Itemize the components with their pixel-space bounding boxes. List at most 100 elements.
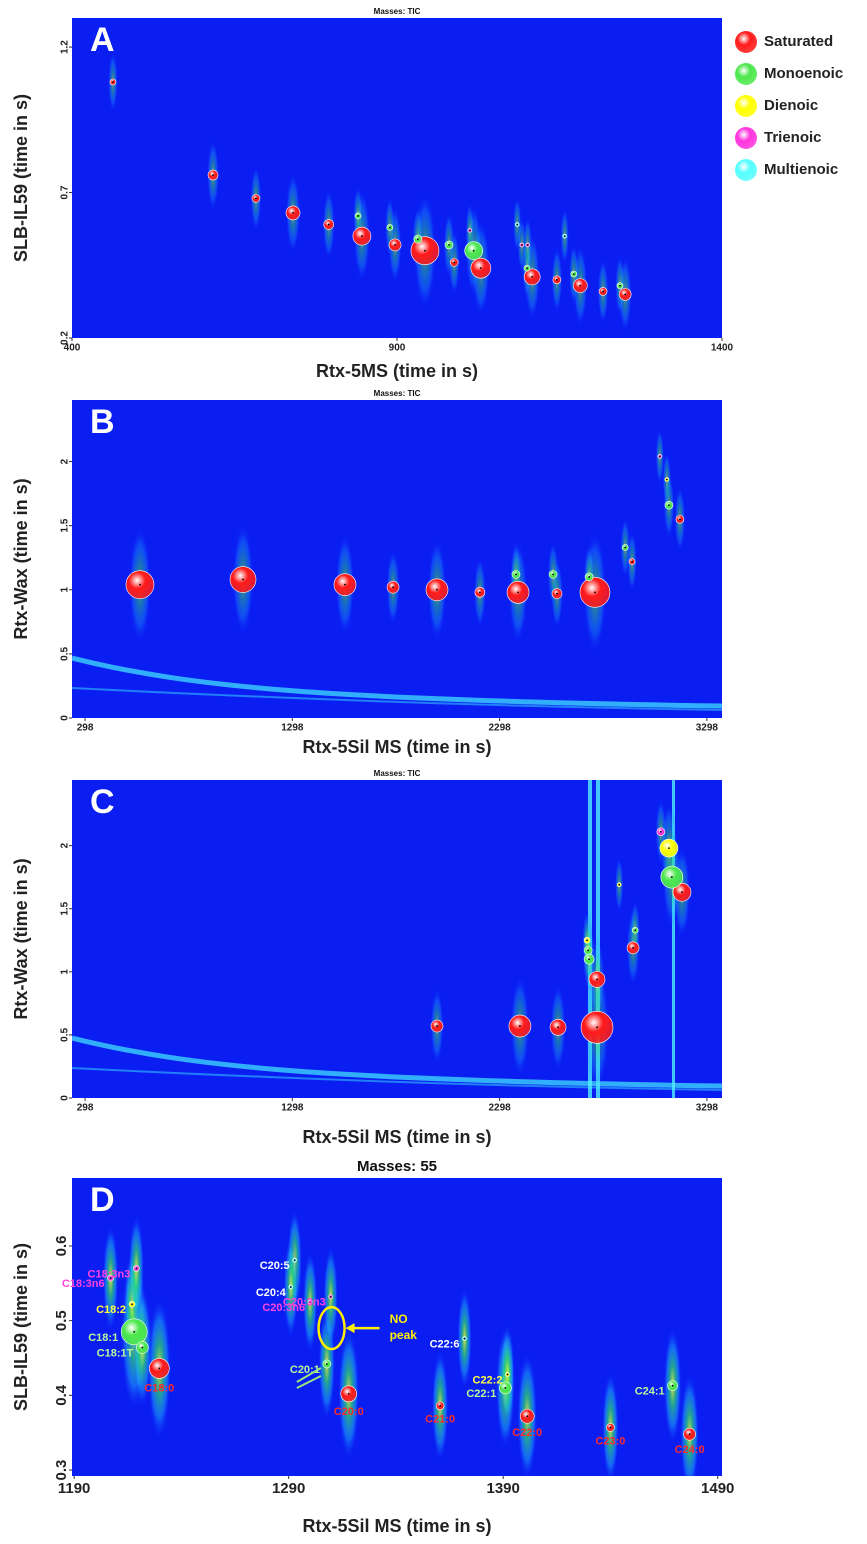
y-tick-label: 0.7 bbox=[60, 185, 71, 199]
x-tick-label: 1290 bbox=[272, 1480, 305, 1497]
x-tick-label: 3298 bbox=[696, 1103, 719, 1114]
peak-apex bbox=[624, 546, 627, 549]
peak-apex bbox=[347, 1392, 350, 1395]
peak-label: C18:1 bbox=[88, 1332, 118, 1344]
y-tick-label: 2 bbox=[60, 842, 71, 848]
peak-apex bbox=[131, 1303, 133, 1306]
peak-apex bbox=[479, 267, 482, 270]
peak-label: C18:1T bbox=[97, 1347, 134, 1359]
peak-label: C20:3n3 bbox=[283, 1297, 326, 1309]
plot-background bbox=[72, 1178, 722, 1476]
peak-label: C24:0 bbox=[675, 1444, 705, 1456]
y-tick-label: 0.6 bbox=[53, 1236, 70, 1257]
peak-label: C22:6 bbox=[430, 1338, 460, 1350]
legend-label: Dienoic bbox=[764, 97, 818, 114]
peak-apex bbox=[135, 1267, 138, 1270]
peak-apex bbox=[292, 212, 294, 214]
peak-apex bbox=[158, 1367, 161, 1370]
panel: A Masses: TIC Rtx-5MS (time in s) SLB-IL59 … bbox=[11, 7, 734, 381]
peak-apex bbox=[325, 1363, 328, 1365]
peak-apex bbox=[453, 261, 456, 264]
peak-apex bbox=[618, 883, 621, 886]
peak-apex bbox=[602, 290, 604, 293]
peak-apex bbox=[504, 1386, 507, 1389]
peak-label: C18:2 bbox=[96, 1304, 126, 1316]
peak-apex bbox=[587, 949, 590, 952]
peak-apex bbox=[681, 891, 683, 894]
peak-apex bbox=[289, 1286, 292, 1288]
y-tick-label: 0 bbox=[60, 1095, 71, 1101]
peak-apex bbox=[361, 235, 363, 238]
peak-apex bbox=[327, 223, 330, 226]
x-tick-label: 1490 bbox=[701, 1480, 734, 1497]
peak-apex bbox=[112, 81, 114, 83]
y-tick-label: 1.5 bbox=[60, 901, 71, 915]
legend-label: Saturated bbox=[764, 33, 833, 50]
peak-label: C22:1 bbox=[466, 1388, 496, 1400]
chart-title: Masses: TIC bbox=[374, 7, 421, 16]
y-tick-label: 0.3 bbox=[53, 1460, 70, 1481]
peak-apex bbox=[596, 978, 598, 981]
peak-apex bbox=[579, 284, 582, 287]
legend-label: Multienoic bbox=[764, 161, 838, 178]
plot-background bbox=[72, 18, 722, 338]
y-tick-label: 0.4 bbox=[53, 1384, 70, 1406]
peak-apex bbox=[394, 244, 396, 246]
plot-background bbox=[72, 780, 722, 1098]
x-axis-label: Rtx-5Sil MS (time in s) bbox=[302, 1516, 491, 1536]
peak-label: C22:0 bbox=[512, 1427, 542, 1439]
peak-apex bbox=[515, 573, 517, 576]
y-tick-label: 1 bbox=[60, 969, 71, 975]
peak-apex bbox=[679, 518, 681, 521]
peak-apex bbox=[392, 586, 394, 589]
peak-label: C18:3n3 bbox=[88, 1268, 131, 1280]
baseline-band bbox=[72, 1067, 722, 1091]
x-tick-label: 1298 bbox=[281, 1103, 304, 1114]
peak-apex bbox=[594, 591, 596, 594]
panel-label: D bbox=[90, 1181, 115, 1219]
baseline-band bbox=[72, 1035, 722, 1089]
peak-label: C24:1 bbox=[635, 1386, 665, 1398]
y-axis-label: SLB-IL59 (time in s) bbox=[11, 94, 31, 262]
peak-apex bbox=[255, 197, 257, 200]
peak-apex bbox=[552, 573, 554, 576]
x-tick-label: 1298 bbox=[281, 723, 304, 734]
peak-apex bbox=[531, 276, 534, 278]
chart-title: Masses: 55 bbox=[357, 1158, 437, 1175]
y-tick-label: 0.5 bbox=[53, 1310, 70, 1331]
peak-apex bbox=[139, 583, 141, 586]
peak-apex bbox=[556, 592, 558, 595]
peak-apex bbox=[634, 929, 637, 932]
peak-apex bbox=[388, 226, 391, 229]
plot-area bbox=[72, 780, 722, 1098]
x-axis-label: Rtx-5Sil MS (time in s) bbox=[302, 1127, 491, 1147]
peak-apex bbox=[665, 478, 668, 481]
peak-apex bbox=[212, 174, 214, 176]
peak-label: C20:1 bbox=[290, 1364, 320, 1376]
peak-apex bbox=[357, 214, 359, 217]
panel: C18:0 C20:0 C21:0 C22:0 C23:0 C24:0 C18:1 C18:1… bbox=[11, 1158, 735, 1536]
x-tick-label: 400 bbox=[64, 343, 81, 354]
peak-apex bbox=[671, 1384, 674, 1387]
peak-apex bbox=[133, 1330, 136, 1333]
peak-apex bbox=[670, 876, 673, 879]
peak-label: C20:0 bbox=[334, 1406, 364, 1418]
x-tick-label: 2298 bbox=[488, 1103, 511, 1114]
peak-apex bbox=[309, 1301, 312, 1303]
peak-label: C20:4 bbox=[256, 1287, 287, 1299]
peak-apex bbox=[472, 249, 475, 252]
peak-apex bbox=[293, 1259, 296, 1262]
y-tick-label: 0.5 bbox=[60, 1028, 71, 1042]
peak-label: C22:2 bbox=[473, 1374, 503, 1386]
peak-apex bbox=[619, 284, 621, 287]
annotation-text: NO peak bbox=[390, 1312, 418, 1342]
peak-apex bbox=[526, 244, 529, 246]
peak-apex bbox=[519, 1025, 521, 1027]
legend-swatch bbox=[735, 95, 757, 117]
x-axis-label: Rtx-5MS (time in s) bbox=[316, 361, 478, 381]
panel: B Masses: TIC Rtx-5Sil MS (time in s) Rtx-W… bbox=[11, 389, 722, 757]
peak-apex bbox=[436, 588, 438, 591]
peak-label: C20:5 bbox=[260, 1260, 290, 1272]
